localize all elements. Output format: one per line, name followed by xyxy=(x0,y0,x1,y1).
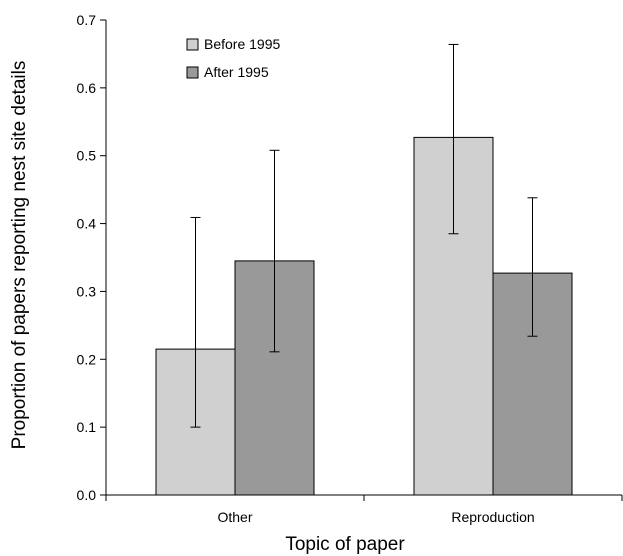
y-axis-ticks: 0.0 0.1 0.2 0.3 0.4 0.5 0.6 0.7 xyxy=(77,12,106,503)
y-tick-label: 0.4 xyxy=(77,216,97,232)
x-axis-title: Topic of paper xyxy=(285,534,405,555)
legend-label: After 1995 xyxy=(204,64,269,80)
category-label: Reproduction xyxy=(451,509,534,525)
y-tick-label: 0.2 xyxy=(77,351,97,367)
y-tick-label: 0.3 xyxy=(77,283,97,299)
x-axis-ticks xyxy=(105,495,623,501)
error-bars xyxy=(190,43,538,428)
legend-label: Before 1995 xyxy=(204,36,280,52)
y-tick-label: 0.5 xyxy=(77,148,97,164)
legend: Before 1995 After 1995 xyxy=(186,36,280,80)
bars xyxy=(155,136,573,496)
legend-swatch xyxy=(186,38,199,51)
category-label: Other xyxy=(217,509,252,525)
legend-swatch xyxy=(186,66,199,79)
y-axis-title: Proportion of papers reporting nest site… xyxy=(9,61,30,450)
y-tick-label: 0.0 xyxy=(77,487,97,503)
category-labels: Other Reproduction xyxy=(217,509,534,525)
y-tick-label: 0.1 xyxy=(77,419,97,435)
y-tick-label: 0.6 xyxy=(77,80,97,96)
y-tick-label: 0.7 xyxy=(77,12,97,28)
